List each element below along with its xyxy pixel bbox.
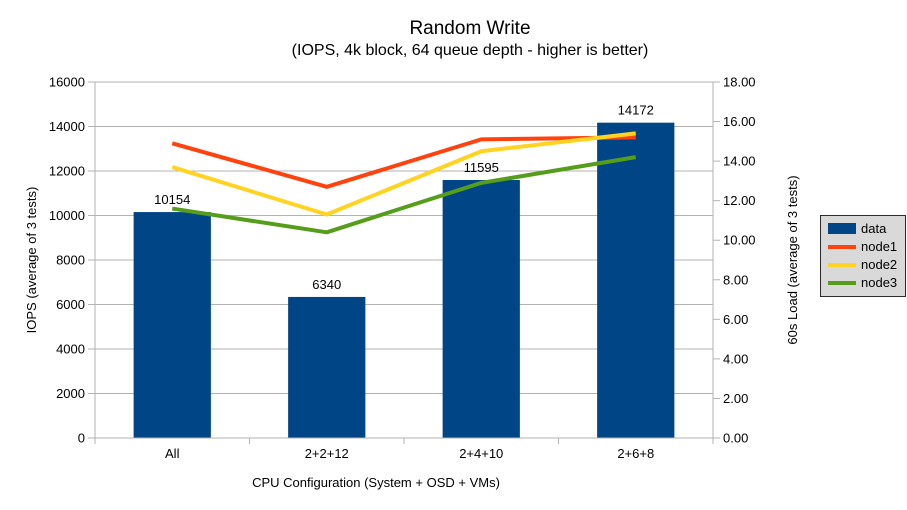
right-axis-tick-label: 18.00 (723, 75, 756, 90)
bar (597, 122, 675, 438)
right-axis-title: 60s Load (average of 3 tests) (785, 175, 800, 344)
left-axis-tick-label: 12000 (49, 164, 85, 179)
bar (133, 212, 211, 438)
chart-title: Random Write (409, 18, 530, 39)
bar-value-label: 10154 (154, 192, 190, 207)
plot-area: 10154 6340 11595 14172 0 2000 4000 6000 8000 1000… (49, 75, 756, 462)
left-axis-tick-label: 14000 (49, 119, 85, 134)
legend-item-label: node1 (861, 239, 898, 254)
bar-value-label: 14172 (618, 103, 654, 118)
x-axis-category-label: 2+4+10 (459, 446, 503, 461)
legend-item-label: node2 (861, 257, 898, 272)
legend-swatch-node1 (828, 244, 856, 249)
legend-item-label: data (861, 221, 887, 236)
left-axis-tick-label: 16000 (49, 75, 85, 90)
right-axis-tick-label: 2.00 (723, 391, 748, 406)
bar-value-label: 6340 (312, 277, 341, 292)
x-axis-category-label: All (165, 446, 180, 461)
chart-subtitle: (IOPS, 4k block, 64 queue depth - higher… (292, 42, 649, 59)
x-axis-title: CPU Configuration (System + OSD + VMs) (252, 475, 500, 490)
left-axis-tick-label: 8000 (56, 253, 85, 268)
legend-item: node3 (828, 276, 898, 289)
legend-swatch-node3 (828, 280, 856, 285)
left-axis-tick-label: 4000 (56, 342, 85, 357)
right-axis-tick-label: 6.00 (723, 312, 748, 327)
legend-item: node2 (828, 258, 898, 271)
right-axis-tick-label: 12.00 (723, 193, 756, 208)
x-axis-category-label: 2+2+12 (305, 446, 349, 461)
x-axis-category-label: 2+6+8 (617, 446, 654, 461)
legend-swatch-data (828, 223, 856, 234)
left-axis-tick-label: 0 (78, 431, 85, 446)
right-axis-tick-label: 14.00 (723, 154, 756, 169)
right-axis-tick-label: 4.00 (723, 351, 748, 366)
right-axis-tick-label: 16.00 (723, 114, 756, 129)
legend-swatch-node2 (828, 262, 856, 267)
legend-item-label: node3 (861, 275, 898, 290)
right-axis-tick-label: 0.00 (723, 431, 748, 446)
bar (288, 296, 366, 438)
series-line-node2 (171, 131, 636, 217)
left-axis-tick-label: 10000 (49, 208, 85, 223)
series-line-node3 (171, 155, 637, 235)
left-axis-tick-label: 2000 (56, 386, 85, 401)
right-axis-tick-label: 8.00 (723, 272, 748, 287)
legend-item: data (828, 222, 898, 235)
bar (442, 180, 520, 439)
right-axis-tick-label: 10.00 (723, 233, 756, 248)
bar-value-label: 11595 (464, 160, 499, 175)
legend-item: node1 (828, 240, 898, 253)
left-axis-title: IOPS (average of 3 tests) (24, 187, 39, 334)
series-line-node1 (171, 135, 636, 189)
left-axis-tick-label: 6000 (56, 297, 85, 312)
legend: data node1 node2 node3 (820, 215, 906, 297)
